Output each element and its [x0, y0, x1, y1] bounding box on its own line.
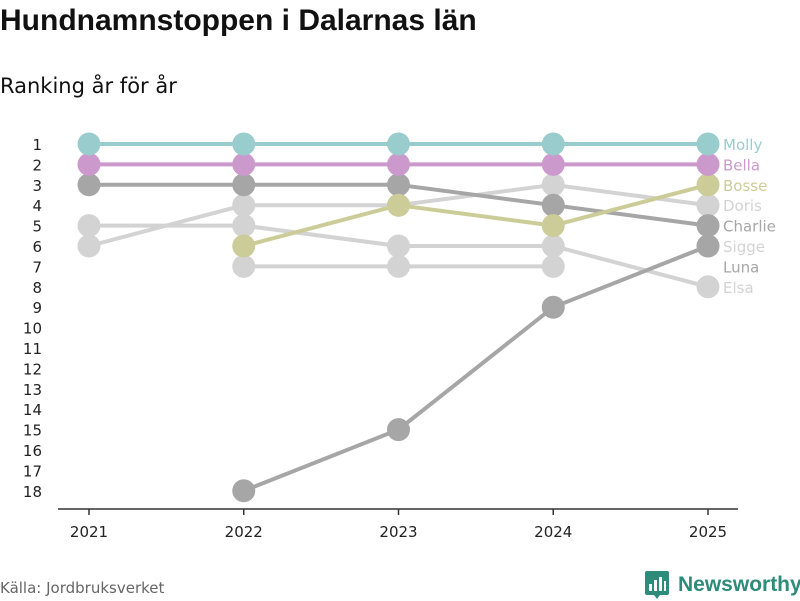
data-point	[696, 234, 720, 258]
y-tick-label: 7	[32, 258, 42, 276]
data-point	[696, 193, 720, 217]
data-point	[541, 193, 565, 217]
end-label: Bella	[723, 156, 760, 174]
y-tick-label: 14	[23, 401, 42, 419]
data-point	[387, 173, 410, 197]
data-point	[77, 152, 101, 176]
data-point	[696, 275, 720, 299]
data-point	[232, 234, 256, 258]
data-point	[541, 152, 565, 176]
y-tick-label: 12	[23, 360, 42, 378]
y-tick-label: 1	[32, 136, 42, 154]
end-label: Molly	[723, 136, 762, 154]
y-tick-label: 18	[23, 483, 42, 501]
data-point	[77, 132, 101, 156]
data-point	[387, 132, 410, 156]
y-tick-label: 8	[32, 279, 42, 297]
data-point	[387, 152, 410, 176]
end-label: Charlie	[723, 218, 776, 236]
data-point	[77, 214, 101, 238]
y-tick-label: 10	[23, 320, 42, 338]
page-title: Hundnamnstoppen i Dalarnas län	[0, 4, 477, 37]
end-label: Luna	[723, 258, 759, 276]
data-point	[541, 132, 565, 156]
y-tick-label: 11	[23, 340, 42, 358]
data-point	[232, 254, 256, 278]
y-tick-label: 2	[32, 156, 42, 174]
x-tick-label: 2024	[534, 523, 572, 541]
data-point	[541, 254, 565, 278]
data-point	[387, 418, 410, 442]
y-tick-label: 4	[32, 197, 42, 215]
x-tick-label: 2025	[689, 523, 727, 541]
y-tick-label: 15	[23, 422, 42, 440]
data-point	[696, 152, 720, 176]
brand-name: Newsworthy	[678, 573, 800, 596]
data-point	[387, 193, 410, 217]
x-tick-label: 2022	[225, 523, 263, 541]
data-point	[541, 214, 565, 238]
y-tick-label: 13	[23, 381, 42, 399]
y-tick-label: 9	[32, 299, 42, 317]
data-point	[232, 214, 256, 238]
x-tick-label: 2023	[379, 523, 417, 541]
data-point	[232, 132, 256, 156]
data-point	[387, 254, 410, 278]
data-point	[696, 214, 720, 238]
data-point	[696, 173, 720, 197]
chart-subtitle: Ranking år för år	[0, 74, 177, 98]
series-line	[241, 223, 710, 289]
series-line	[241, 244, 710, 493]
source-note: Källa: Jordbruksverket	[0, 579, 165, 597]
data-point	[232, 479, 256, 503]
y-tick-label: 17	[23, 462, 42, 480]
end-labels: Molly Bella Bosse Doris Charlie Sigge Luna Elsa	[723, 136, 776, 297]
series-markers	[77, 132, 720, 503]
y-tick-label: 3	[32, 177, 42, 195]
end-label: Sigge	[723, 238, 765, 256]
data-point	[232, 193, 256, 217]
x-axis: 2021 2022 2023 2024 2025	[58, 508, 738, 541]
end-label: Doris	[723, 197, 762, 215]
brand-logo[interactable]: Newsworthy	[644, 569, 800, 601]
end-label: Bosse	[723, 177, 767, 195]
data-point	[232, 152, 256, 176]
end-label: Elsa	[723, 279, 754, 297]
data-point	[541, 295, 565, 319]
data-point	[541, 173, 565, 197]
y-tick-label: 16	[23, 442, 42, 460]
y-tick-label: 6	[32, 238, 42, 256]
data-point	[77, 234, 101, 258]
data-point	[696, 132, 720, 156]
x-tick-label: 2021	[70, 523, 108, 541]
data-point	[387, 234, 410, 258]
data-point	[77, 173, 101, 197]
newsworthy-logo-icon	[645, 571, 669, 599]
data-point	[541, 234, 565, 258]
series-line	[241, 182, 710, 248]
data-point	[232, 173, 256, 197]
y-tick-label: 5	[32, 218, 42, 236]
